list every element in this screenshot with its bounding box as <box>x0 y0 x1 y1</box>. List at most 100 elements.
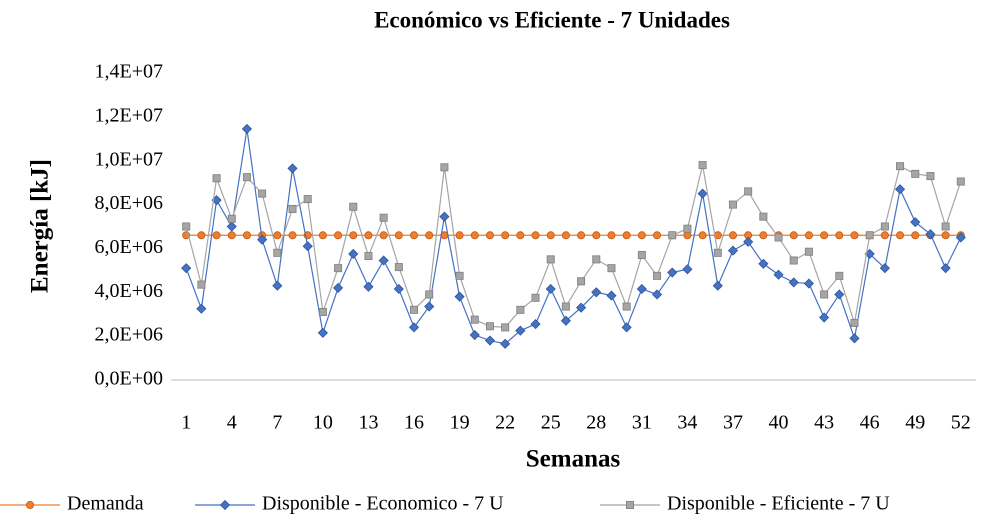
x-tick-label: 10 <box>313 412 333 434</box>
data-point <box>622 231 631 240</box>
data-point <box>560 315 571 326</box>
data-point <box>773 269 784 280</box>
y-axis-title: Energía [kJ] <box>27 159 54 293</box>
series-line <box>185 128 962 345</box>
data-point <box>576 302 587 313</box>
data-point <box>394 263 403 272</box>
data-point <box>318 308 327 317</box>
x-tick-label: 1 <box>181 412 191 434</box>
data-point <box>545 283 556 295</box>
data-point <box>637 251 646 260</box>
data-point <box>727 245 739 256</box>
legend-marker <box>25 500 34 509</box>
data-point <box>744 187 753 196</box>
data-point <box>288 231 297 240</box>
data-point <box>227 231 236 240</box>
data-point <box>849 333 860 344</box>
data-point <box>835 271 844 280</box>
legend-label: Demanda <box>67 493 144 515</box>
data-point <box>425 231 434 240</box>
data-point <box>682 264 693 275</box>
y-tick-label: 1,4E+07 <box>95 61 164 83</box>
data-point <box>925 229 936 240</box>
data-point <box>697 188 708 199</box>
data-point <box>440 163 449 172</box>
data-point <box>880 231 889 240</box>
data-point <box>803 278 814 289</box>
x-tick-label: 37 <box>723 412 743 434</box>
data-point <box>197 231 206 240</box>
data-point <box>470 315 479 324</box>
data-point <box>637 231 646 240</box>
data-point <box>561 231 570 240</box>
data-point <box>850 231 859 240</box>
data-point <box>820 290 829 299</box>
data-point <box>653 231 662 240</box>
x-tick-label: 34 <box>677 412 697 434</box>
x-tick-label: 28 <box>586 412 606 434</box>
data-point <box>424 301 435 312</box>
data-point <box>334 231 343 240</box>
data-point <box>393 283 404 295</box>
data-point <box>334 264 343 273</box>
data-point <box>621 322 632 333</box>
data-point <box>834 289 845 300</box>
y-tick-label: 6,0E+06 <box>95 236 164 258</box>
data-point <box>667 267 678 278</box>
data-point <box>212 231 221 240</box>
data-point <box>531 293 540 302</box>
data-point <box>501 323 510 332</box>
data-point <box>926 172 935 181</box>
data-point <box>364 252 373 261</box>
data-point <box>500 338 511 349</box>
data-point <box>622 302 631 311</box>
data-point <box>577 231 586 240</box>
data-point <box>410 305 419 314</box>
data-point <box>577 277 586 286</box>
data-point <box>333 282 344 293</box>
data-point <box>940 263 951 274</box>
data-point <box>668 231 677 240</box>
data-point <box>485 322 494 331</box>
y-tick-label: 1,0E+07 <box>95 148 164 170</box>
data-point <box>788 277 799 288</box>
data-point <box>454 291 465 302</box>
data-point <box>896 231 905 240</box>
y-tick-label: 8,0E+06 <box>95 192 164 214</box>
data-point <box>363 281 374 292</box>
data-point <box>516 305 525 314</box>
data-point <box>349 231 358 240</box>
data-point <box>182 222 191 231</box>
data-point <box>743 236 754 247</box>
data-point <box>835 231 844 240</box>
data-point <box>546 255 555 264</box>
legend-label: Disponible - Eficiente - 7 U <box>667 493 890 515</box>
data-point <box>758 258 769 269</box>
y-tick-label: 1,2E+07 <box>95 104 164 126</box>
data-point <box>789 231 798 240</box>
data-point <box>257 234 268 245</box>
data-point <box>287 163 298 174</box>
data-point <box>227 214 236 223</box>
data-point <box>561 302 570 311</box>
series-line <box>185 164 962 328</box>
data-point <box>379 231 388 240</box>
data-point <box>516 231 525 240</box>
x-tick-label: 22 <box>495 412 515 434</box>
x-tick-label: 13 <box>358 412 378 434</box>
x-tick-label: 16 <box>404 412 424 434</box>
data-point <box>530 319 541 330</box>
data-point <box>956 177 965 186</box>
data-point <box>713 248 722 257</box>
data-point <box>955 232 966 243</box>
data-point <box>712 280 723 291</box>
data-point <box>683 224 692 233</box>
data-point <box>531 231 540 240</box>
data-point <box>896 162 905 171</box>
x-tick-label: 43 <box>814 412 834 434</box>
data-point <box>197 280 206 289</box>
data-point <box>288 204 297 213</box>
data-point <box>318 231 327 240</box>
data-point <box>865 231 874 240</box>
data-point <box>226 221 237 232</box>
